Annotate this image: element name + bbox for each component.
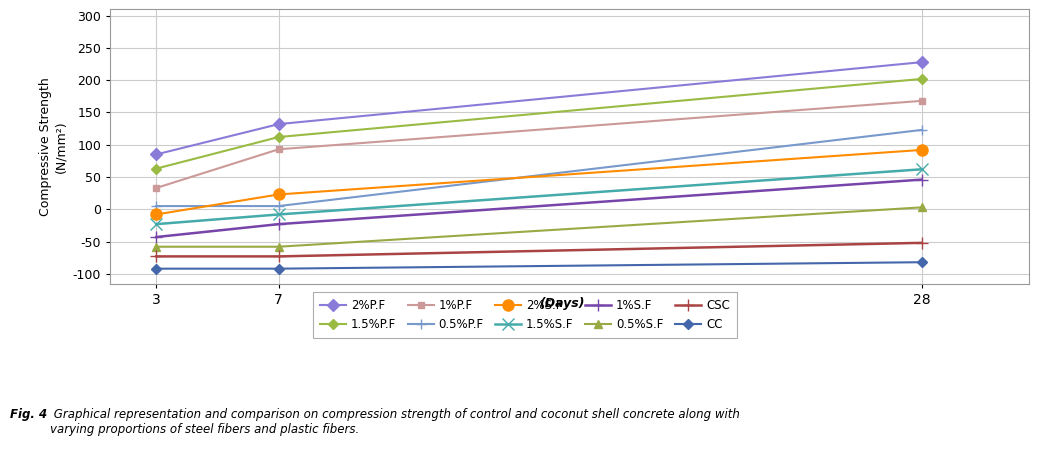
1%S.F [272,221,285,227]
CC [150,266,163,272]
Line: CSC: CSC [150,237,927,262]
CSC [272,254,285,259]
Line: 2%P.F: 2%P.F [152,58,926,159]
2%P.F [150,152,163,157]
1%P.F [272,147,285,152]
0.5%P.F [150,203,163,209]
Text: Graphical representation and comparison on compression strength of control and c: Graphical representation and comparison … [50,408,740,436]
0.5%S.F [916,205,928,210]
0.5%P.F [916,127,928,133]
2%S.F [916,147,928,153]
Line: 1.5%S.F: 1.5%S.F [150,164,927,230]
CC [916,260,928,265]
1.5%P.F [272,134,285,140]
2%P.F [916,59,928,65]
1%S.F [150,234,163,240]
Line: 1.5%P.F: 1.5%P.F [152,76,925,172]
Line: 1%S.F: 1%S.F [150,174,927,242]
Line: 0.5%S.F: 0.5%S.F [152,203,926,251]
1%P.F [916,98,928,104]
Text: (Days): (Days) [539,297,585,310]
0.5%S.F [272,244,285,249]
Line: 1%P.F: 1%P.F [153,98,925,191]
1.5%S.F [150,221,163,227]
1.5%P.F [150,166,163,171]
CSC [916,240,928,246]
0.5%P.F [272,203,285,209]
Line: 0.5%P.F: 0.5%P.F [151,125,927,211]
Legend: 2%P.F, 1.5%P.F, 1%P.F, 0.5%P.F, 2%S.F, 1.5%S.F, 1%S.F, 0.5%S.F, CSC, CC: 2%P.F, 1.5%P.F, 1%P.F, 0.5%P.F, 2%S.F, 1… [313,292,737,338]
CSC [150,254,163,259]
1.5%P.F [916,76,928,82]
2%S.F [272,192,285,197]
Text: Fig. 4: Fig. 4 [10,408,47,421]
Line: CC: CC [152,259,925,272]
0.5%S.F [150,244,163,249]
Y-axis label: Compressive Strength
(N/mm²): Compressive Strength (N/mm²) [39,77,67,216]
1%P.F [150,185,163,191]
2%S.F [150,212,163,217]
1.5%S.F [272,212,285,217]
Line: 2%S.F: 2%S.F [150,144,927,220]
CC [272,266,285,272]
1.5%S.F [916,166,928,172]
1%S.F [916,177,928,183]
2%P.F [272,121,285,127]
